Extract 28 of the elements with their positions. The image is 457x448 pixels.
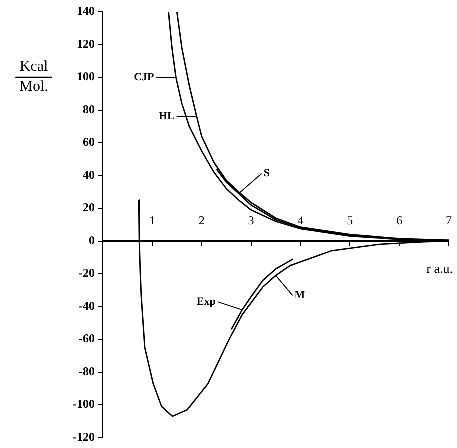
y-tick-label: 120 (76, 36, 95, 51)
y-tick-label: -20 (78, 266, 95, 280)
y-tick-label: 100 (76, 70, 95, 84)
y-tick-label: 20 (82, 200, 95, 215)
annotation: M (294, 290, 306, 302)
y-axis-title: Kcal Mol. (20, 58, 48, 95)
annotation: CJP (134, 71, 155, 84)
y-tick-label: -100 (72, 397, 95, 412)
y-tick-label: 140 (76, 4, 95, 18)
x-tick-label: 6 (396, 214, 403, 228)
y-tick-label: -120 (72, 430, 95, 444)
y-tick-label: -80 (78, 364, 95, 378)
y-tick-label: 80 (82, 102, 95, 116)
x-axis-title: r a.u. (426, 261, 453, 276)
x-tick-label: 7 (446, 214, 452, 228)
x-tick-label: 4 (298, 214, 304, 228)
x-tick-label: 2 (198, 214, 205, 228)
y-tick-label: -40 (78, 298, 95, 313)
y-tick-label: 60 (82, 135, 95, 150)
y-tick-label: -60 (78, 332, 95, 346)
annotation: Exp (196, 296, 216, 308)
y-tick-label: 0 (88, 233, 95, 248)
annotation: S (264, 168, 270, 180)
x-tick-label: 3 (248, 214, 254, 228)
y-tick-label: 40 (82, 168, 95, 182)
annotation: HL (158, 110, 175, 123)
x-tick-label: 1 (149, 214, 156, 228)
x-tick-label: 5 (347, 214, 354, 228)
